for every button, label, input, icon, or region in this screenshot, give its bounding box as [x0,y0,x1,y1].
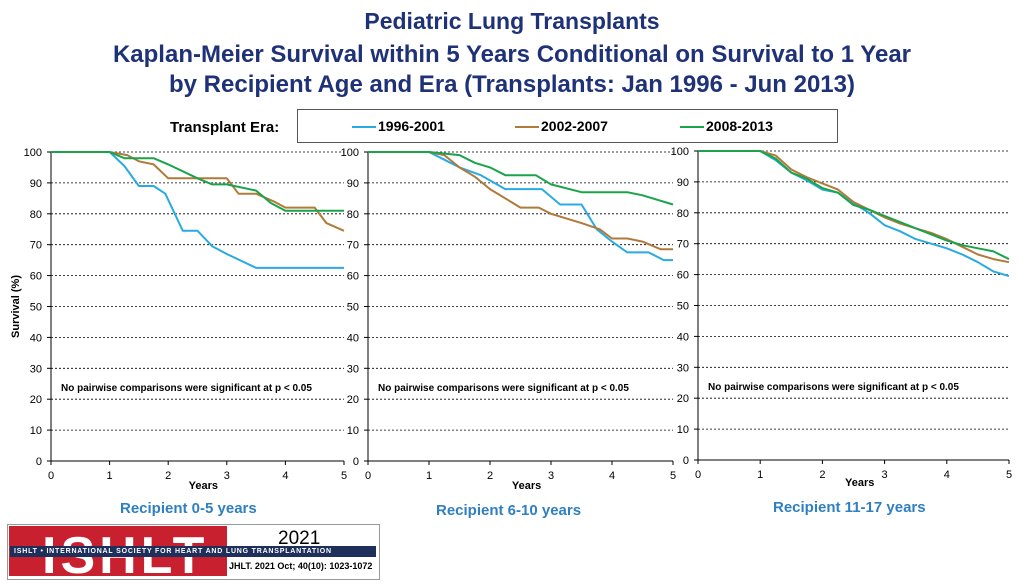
y-tick-label: 10 [347,425,359,437]
y-tick-label: 80 [347,209,359,221]
x-tick-label: 5 [341,470,347,482]
y-tick-label: 10 [677,424,689,436]
series-line-2008-2013 [698,150,1010,260]
significance-note: No pairwise comparisons were significant… [61,383,312,394]
panel-title-0-5: Recipient 0-5 years [120,500,257,517]
x-tick-label: 2 [165,470,171,482]
x-tick-label: 0 [48,470,54,482]
x-tick-label: 2 [819,469,825,481]
x-tick-label: 1 [757,469,763,481]
significance-note: No pairwise comparisons were significant… [708,382,959,393]
y-tick-label: 20 [347,394,359,406]
y-tick-label: 0 [353,456,359,468]
y-tick-label: 90 [347,178,359,190]
logo-year: 2021 [278,528,321,549]
legend-label: Transplant Era: [170,119,280,136]
x-tick-label: 1 [426,470,432,482]
y-tick-label: 40 [347,332,359,344]
y-tick-label: 10 [30,425,42,437]
series-line-1996-2001 [698,150,1010,278]
legend-swatch-2002-2007 [515,126,539,129]
y-tick-label: 70 [30,240,42,252]
x-tick-label: 1 [107,470,113,482]
y-tick-label: 100 [341,147,359,159]
x-tick-label: 2 [487,470,493,482]
chart-subtitle-line2: by Recipient Age and Era (Transplants: J… [168,71,855,98]
y-tick-label: 70 [677,239,689,251]
y-tick-label: 90 [677,177,689,189]
x-tick-label: 0 [695,469,701,481]
y-tick-label: 60 [347,271,359,283]
x-tick-label: 3 [224,470,230,482]
x-tick-label: 3 [882,469,888,481]
y-tick-label: 40 [30,332,42,344]
series-line-2008-2013 [51,151,344,212]
legend-text-2008-2013: 2008-2013 [706,118,773,134]
y-axis-label: Survival (%) [10,275,22,338]
y-tick-label: 70 [347,240,359,252]
series-line-1996-2001 [368,151,673,262]
y-tick-label: 60 [677,270,689,282]
y-tick-label: 20 [677,393,689,405]
y-tick-label: 80 [677,208,689,220]
x-tick-label: 0 [365,470,371,482]
journal-reference: JHLT. 2021 Oct; 40(10): 1023-1072 [229,561,373,571]
chart-subtitle-line1: Kaplan-Meier Survival within 5 Years Con… [112,41,912,68]
y-tick-label: 30 [347,363,359,375]
y-tick-label: 30 [30,363,42,375]
y-tick-label: 20 [30,394,42,406]
y-tick-label: 100 [671,146,689,158]
legend-item-1996-2001: 1996-2001 [352,118,445,134]
significance-note: No pairwise comparisons were significant… [378,383,629,394]
legend-item-2002-2007: 2002-2007 [515,118,608,134]
series-line-1996-2001 [51,151,344,269]
y-tick-label: 30 [677,362,689,374]
y-tick-label: 60 [30,271,42,283]
x-tick-label: 3 [548,470,554,482]
x-tick-label: 4 [282,470,288,482]
series-line-2002-2007 [51,151,345,232]
x-tick-label: 4 [609,470,615,482]
y-tick-label: 90 [30,178,42,190]
panel-title-11-17: Recipient 11-17 years [773,499,926,516]
ishlt-band: ISHLT • INTERNATIONAL SOCIETY FOR HEART … [10,546,376,557]
legend-item-2008-2013: 2008-2013 [680,118,773,134]
y-tick-label: 80 [30,209,42,221]
y-tick-label: 0 [683,455,689,467]
x-tick-label: 4 [944,469,950,481]
legend: 1996-2001 2002-2007 2008-2013 [297,109,838,143]
y-tick-label: 50 [347,302,359,314]
x-axis-label: Years [512,480,541,492]
legend-swatch-2008-2013 [680,126,704,129]
y-tick-label: 50 [677,301,689,313]
legend-text-2002-2007: 2002-2007 [541,118,608,134]
x-axis-label: Years [845,477,874,489]
chart-title: Pediatric Lung Transplants [364,8,660,34]
x-tick-label: 5 [1006,469,1012,481]
y-tick-label: 0 [36,456,42,468]
series-line-2002-2007 [368,151,673,251]
x-axis-label: Years [189,480,218,492]
y-tick-label: 50 [30,302,42,314]
ishlt-org-name: ISHLT • INTERNATIONAL SOCIETY FOR HEART … [14,548,332,555]
x-tick-label: 5 [670,470,676,482]
y-tick-label: 100 [24,147,42,159]
legend-swatch-1996-2001 [352,126,376,129]
legend-text-1996-2001: 1996-2001 [378,118,445,134]
y-tick-label: 40 [677,331,689,343]
panel-title-6-10: Recipient 6-10 years [436,502,582,519]
series-line-2008-2013 [368,151,674,206]
